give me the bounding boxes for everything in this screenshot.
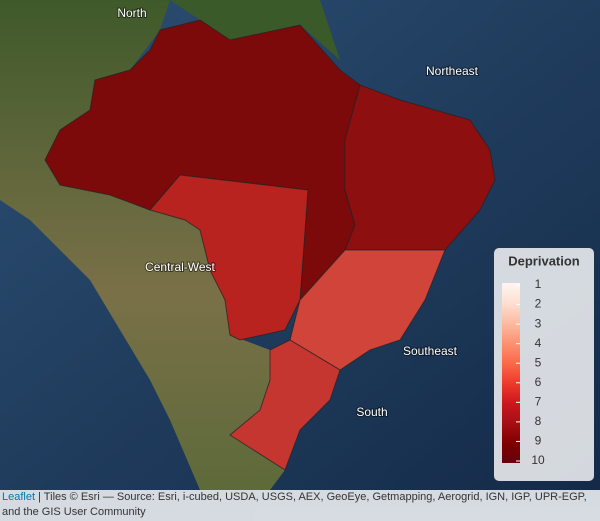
region-area <box>149 174 309 341</box>
legend-tick-label: 2 <box>535 297 542 311</box>
legend-tick-label: 5 <box>535 355 542 369</box>
region-label: Central-West <box>145 260 215 274</box>
region-area <box>289 249 446 371</box>
leaflet-link[interactable]: Leaflet <box>2 491 36 503</box>
attribution-text: | Tiles © Esri — Source: Esri, i-cubed, … <box>2 491 587 518</box>
region-label: Northeast <box>426 64 479 78</box>
legend-tick-label: 9 <box>535 434 542 448</box>
legend-tick-label: 3 <box>535 316 542 330</box>
region-label: Southeast <box>403 344 458 358</box>
legend-scale <box>502 283 520 463</box>
legend-tick-label: 8 <box>535 414 542 428</box>
land <box>170 0 340 60</box>
legend-tick-label: 4 <box>535 336 542 350</box>
region-area <box>229 339 341 471</box>
region-label: South <box>356 405 387 419</box>
legend-tick-label: 7 <box>535 395 542 409</box>
region-area <box>344 84 496 251</box>
region-label: North <box>117 6 146 20</box>
attribution: Leaflet | Tiles © Esri — Source: Esri, i… <box>0 490 600 521</box>
legend-tick-label: 6 <box>535 375 542 389</box>
map-canvas: North Northeast Central-West Southeast South… <box>0 0 600 490</box>
legend-tick-label: 10 <box>531 453 545 467</box>
legend-title: Deprivation <box>508 253 580 268</box>
legend-tick-label: 1 <box>535 277 542 291</box>
